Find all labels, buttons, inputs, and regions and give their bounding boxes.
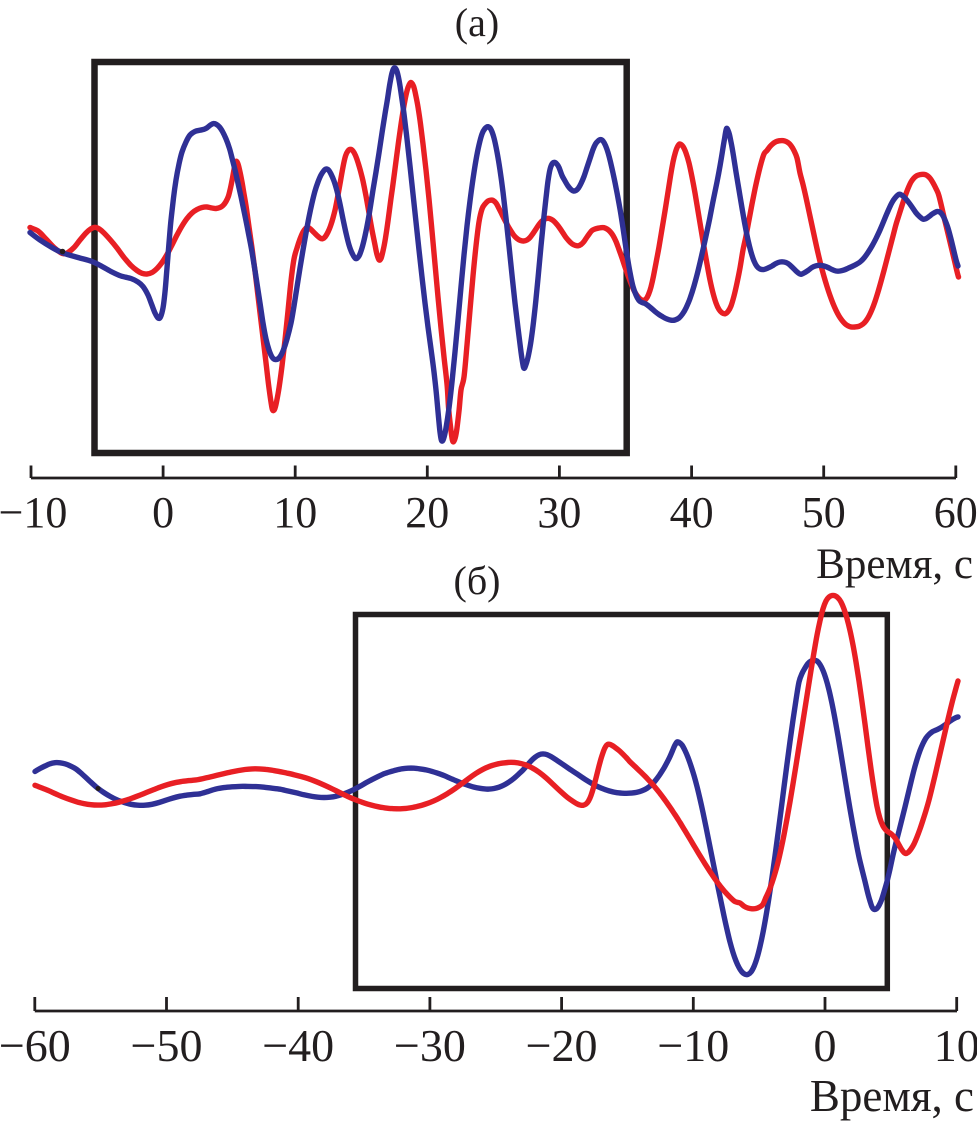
svg-text:−60: −60 <box>0 1020 71 1071</box>
svg-text:40: 40 <box>670 488 714 537</box>
svg-text:(б): (б) <box>454 558 501 603</box>
svg-text:20: 20 <box>405 488 449 537</box>
svg-text:−10: −10 <box>0 488 67 537</box>
svg-text:−10: −10 <box>657 1020 729 1071</box>
svg-text:Время, с: Время, с <box>810 1071 974 1121</box>
svg-text:Время, с: Время, с <box>816 541 973 588</box>
svg-text:50: 50 <box>802 488 846 537</box>
svg-text:(a): (a) <box>455 0 499 45</box>
svg-text:0: 0 <box>152 488 174 537</box>
svg-text:60: 60 <box>934 488 977 537</box>
svg-text:10: 10 <box>273 488 317 537</box>
svg-text:10: 10 <box>934 1020 977 1071</box>
svg-text:−20: −20 <box>526 1020 598 1071</box>
svg-text:−50: −50 <box>131 1020 203 1071</box>
svg-text:−30: −30 <box>394 1020 466 1071</box>
svg-text:30: 30 <box>537 488 581 537</box>
svg-text:0: 0 <box>814 1020 837 1071</box>
svg-text:−40: −40 <box>262 1020 334 1071</box>
